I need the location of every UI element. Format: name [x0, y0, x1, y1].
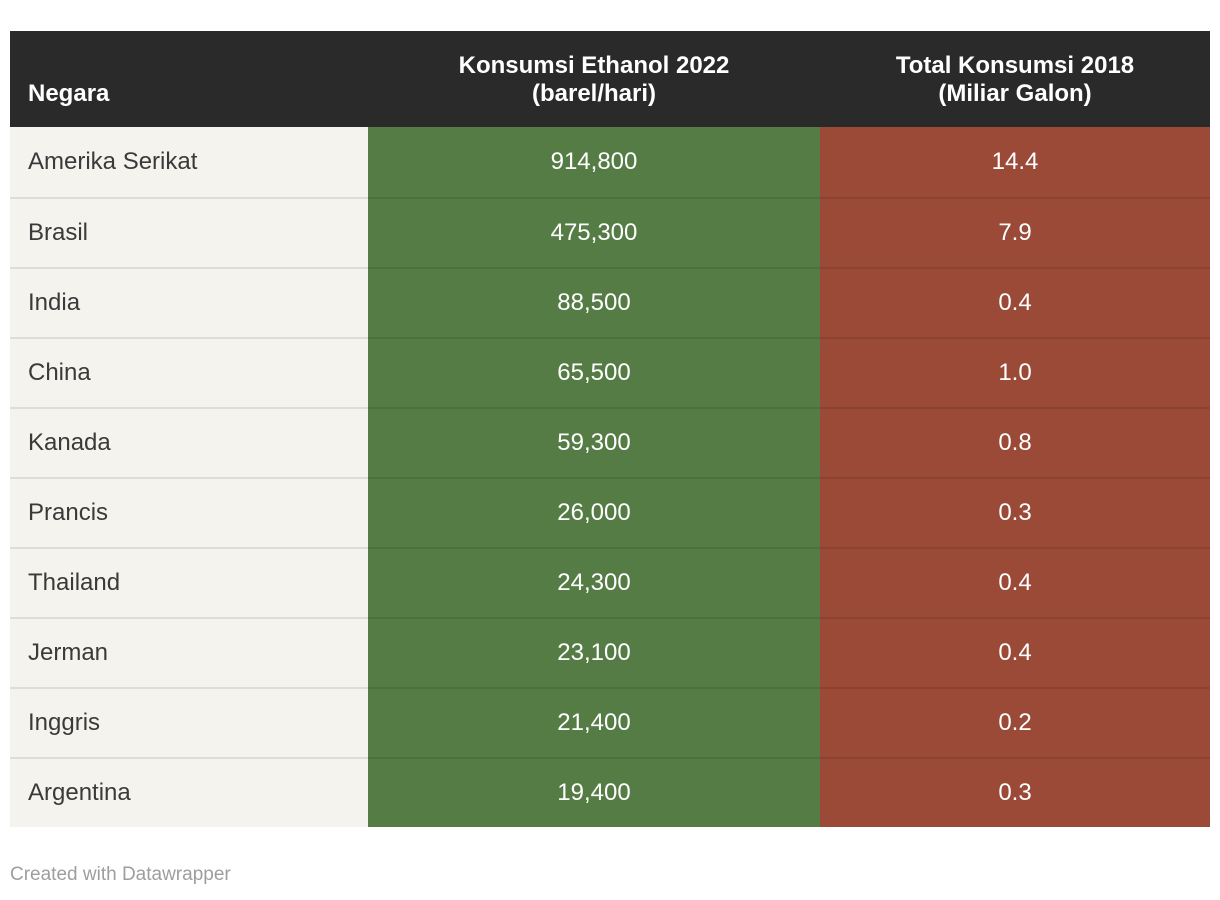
country-cell: Brasil: [10, 197, 368, 267]
ethanol-consumption-table: Negara Konsumsi Ethanol 2022 (barel/hari…: [10, 31, 1210, 827]
table-body: Amerika Serikat 914,800 14.4 Brasil 475,…: [10, 127, 1210, 827]
table-row: Jerman 23,100 0.4: [10, 617, 1210, 687]
ethanol-value-cell: 65,500: [368, 337, 820, 407]
ethanol-value-cell: 59,300: [368, 407, 820, 477]
column-header-label: Negara: [28, 80, 110, 107]
ethanol-value-cell: 24,300: [368, 547, 820, 617]
country-cell: Prancis: [10, 477, 368, 547]
country-cell: Argentina: [10, 757, 368, 827]
ethanol-value-cell: 88,500: [368, 267, 820, 337]
table-row: Argentina 19,400 0.3: [10, 757, 1210, 827]
total-value-cell: 0.2: [820, 687, 1210, 757]
table-header-row: Negara Konsumsi Ethanol 2022 (barel/hari…: [10, 31, 1210, 127]
ethanol-value-cell: 21,400: [368, 687, 820, 757]
column-header-ethanol: Konsumsi Ethanol 2022 (barel/hari): [368, 31, 820, 127]
total-value-cell: 0.3: [820, 757, 1210, 827]
total-value-cell: 14.4: [820, 127, 1210, 197]
table-row: Brasil 475,300 7.9: [10, 197, 1210, 267]
total-value-cell: 0.3: [820, 477, 1210, 547]
table-row: Kanada 59,300 0.8: [10, 407, 1210, 477]
country-cell: Thailand: [10, 547, 368, 617]
table-row: Thailand 24,300 0.4: [10, 547, 1210, 617]
table-row: Prancis 26,000 0.3: [10, 477, 1210, 547]
ethanol-value-cell: 475,300: [368, 197, 820, 267]
country-cell: India: [10, 267, 368, 337]
ethanol-value-cell: 23,100: [368, 617, 820, 687]
total-value-cell: 0.4: [820, 267, 1210, 337]
table-row: India 88,500 0.4: [10, 267, 1210, 337]
total-value-cell: 0.4: [820, 547, 1210, 617]
column-header-label-line1: Total Konsumsi 2018: [895, 52, 1135, 79]
column-header-label-line2: (Miliar Galon): [938, 80, 1092, 107]
ethanol-value-cell: 26,000: [368, 477, 820, 547]
column-header-label-line1: Konsumsi Ethanol 2022: [458, 52, 730, 79]
country-cell: China: [10, 337, 368, 407]
column-header-total: Total Konsumsi 2018 (Miliar Galon): [820, 31, 1210, 127]
country-cell: Inggris: [10, 687, 368, 757]
total-value-cell: 0.8: [820, 407, 1210, 477]
attribution: Created with Datawrapper: [10, 864, 231, 886]
table-row: Inggris 21,400 0.2: [10, 687, 1210, 757]
total-value-cell: 7.9: [820, 197, 1210, 267]
column-header-label-line2: (barel/hari): [531, 80, 657, 107]
country-cell: Jerman: [10, 617, 368, 687]
attribution-link[interactable]: Created with Datawrapper: [10, 864, 231, 885]
total-value-cell: 1.0: [820, 337, 1210, 407]
table-row: China 65,500 1.0: [10, 337, 1210, 407]
column-header-negara: Negara: [10, 31, 368, 127]
country-cell: Kanada: [10, 407, 368, 477]
country-cell: Amerika Serikat: [10, 127, 368, 197]
table-row: Amerika Serikat 914,800 14.4: [10, 127, 1210, 197]
total-value-cell: 0.4: [820, 617, 1210, 687]
ethanol-value-cell: 914,800: [368, 127, 820, 197]
ethanol-value-cell: 19,400: [368, 757, 820, 827]
